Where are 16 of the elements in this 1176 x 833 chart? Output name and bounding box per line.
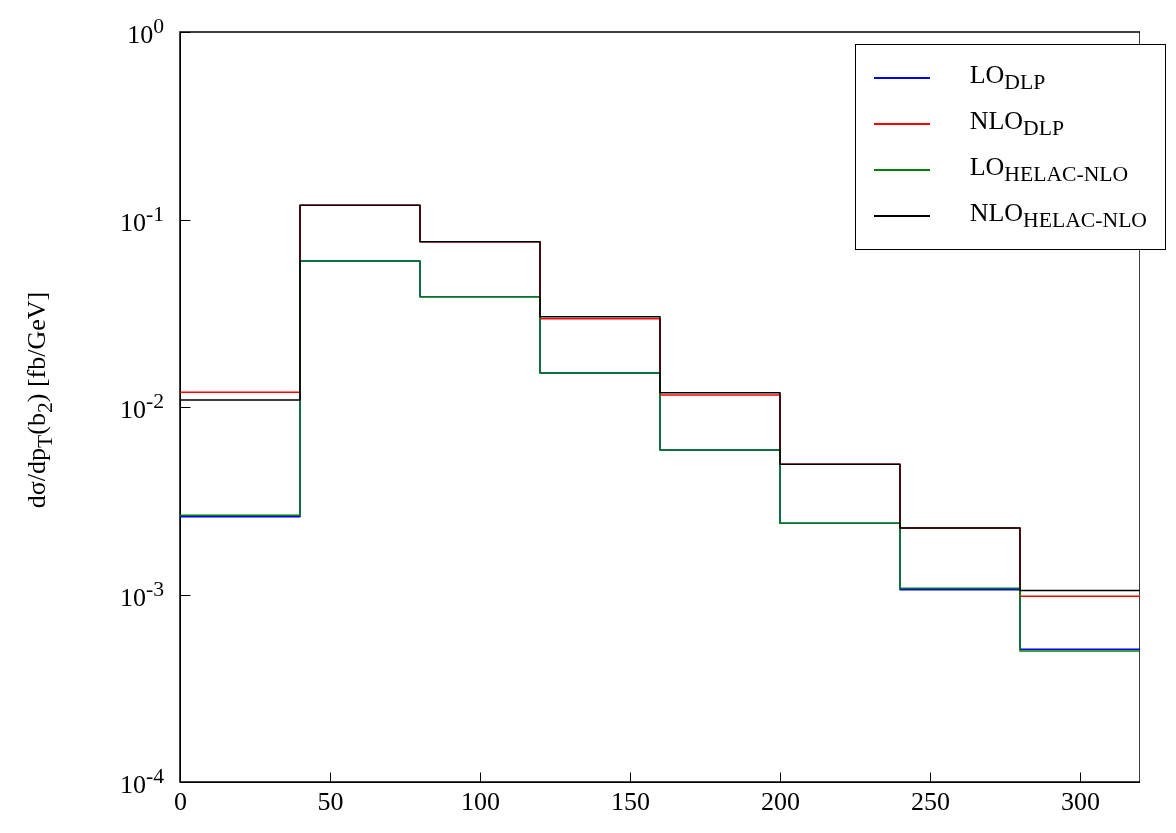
legend-label: LO$_{DLP}$ — [969, 60, 1046, 96]
x-tick-label: 100 — [461, 786, 500, 816]
y-tick-label: 10$^{-1}$ — [119, 201, 164, 237]
x-tick-label: 150 — [611, 786, 650, 816]
x-tick-label: 0 — [174, 786, 187, 816]
x-tick-label: 250 — [911, 786, 950, 816]
x-tick-label: 300 — [1061, 786, 1100, 816]
y-tick-label: 10$^{-3}$ — [119, 576, 164, 612]
legend-label: NLO$_{HELAC-NLO}$ — [969, 198, 1147, 234]
y-tick-label: 10$^{0}$ — [127, 14, 164, 49]
x-tick-label: 200 — [761, 786, 800, 816]
x-tick-label: 50 — [317, 786, 344, 816]
legend-label: LO$_{HELAC-NLO}$ — [969, 152, 1129, 188]
y-tick-label: 10$^{-4}$ — [119, 764, 164, 799]
legend-label: NLO$_{DLP}$ — [969, 106, 1065, 142]
y-tick-label: 10$^{-2}$ — [119, 389, 164, 424]
